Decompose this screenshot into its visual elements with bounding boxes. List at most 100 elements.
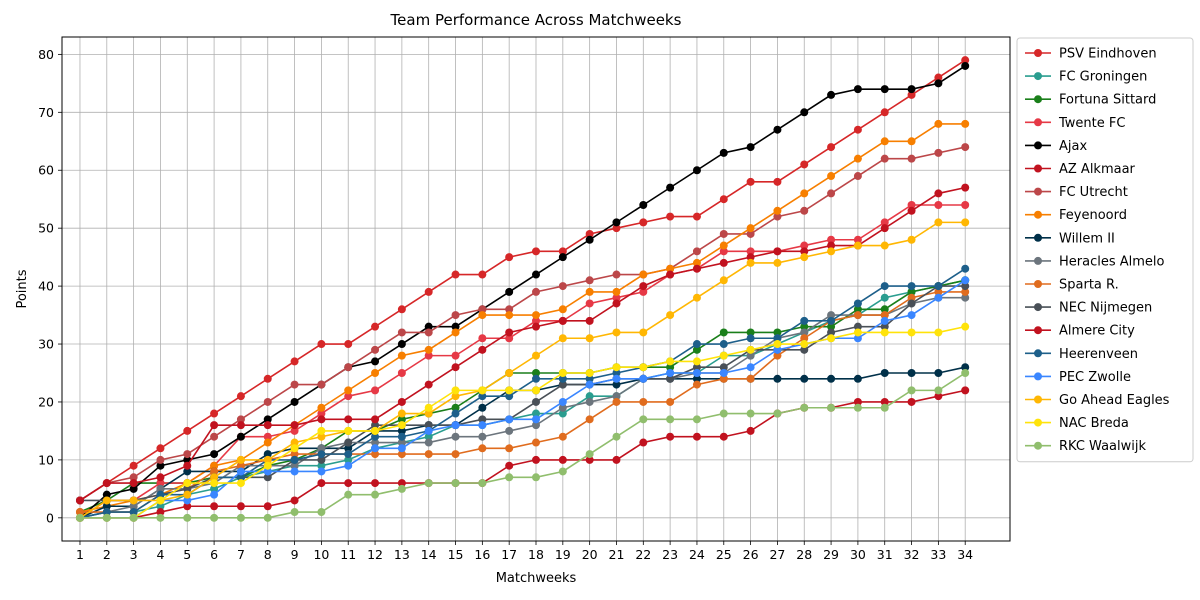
x-tick-label: 20 xyxy=(582,547,598,562)
data-point xyxy=(236,513,245,522)
data-point xyxy=(156,455,165,464)
data-point xyxy=(853,125,862,134)
data-point xyxy=(183,490,192,499)
data-point xyxy=(451,421,460,430)
data-point xyxy=(585,380,594,389)
data-point xyxy=(371,432,380,441)
data-point xyxy=(800,160,809,169)
data-point xyxy=(451,450,460,459)
data-point xyxy=(558,369,567,377)
data-point xyxy=(505,369,514,377)
data-point xyxy=(263,450,272,459)
data-point xyxy=(827,235,836,244)
legend-item: PSV Eindhoven xyxy=(1025,47,1157,62)
data-point xyxy=(532,316,540,325)
data-point xyxy=(532,409,540,418)
x-tick-label: 24 xyxy=(689,547,705,562)
data-point xyxy=(263,473,272,482)
data-point xyxy=(210,473,219,482)
data-point xyxy=(397,432,406,441)
data-point xyxy=(907,154,916,163)
data-point xyxy=(961,264,970,273)
data-point xyxy=(505,253,514,262)
data-point xyxy=(773,125,782,134)
data-point xyxy=(397,479,406,488)
data-point xyxy=(666,397,675,406)
series-line xyxy=(79,268,966,519)
data-point xyxy=(424,432,433,441)
data-point xyxy=(612,293,621,302)
data-point xyxy=(666,369,675,377)
data-point xyxy=(532,374,540,383)
data-point xyxy=(236,421,245,430)
data-point xyxy=(210,467,219,476)
x-tick-label: 25 xyxy=(716,547,732,562)
data-point xyxy=(478,421,487,430)
x-tick-label: 14 xyxy=(421,547,437,562)
data-point xyxy=(371,479,380,488)
data-point xyxy=(880,218,889,227)
data-point xyxy=(183,513,192,522)
data-point xyxy=(397,484,406,493)
data-point xyxy=(907,137,916,146)
x-tick-label: 19 xyxy=(555,547,571,562)
legend-marker xyxy=(1034,72,1042,81)
data-point xyxy=(371,490,380,499)
data-point xyxy=(532,247,540,256)
data-point xyxy=(397,415,406,424)
x-tick-label: 2 xyxy=(103,547,111,562)
data-point xyxy=(880,322,889,331)
data-point xyxy=(532,351,540,360)
data-point xyxy=(612,397,621,406)
x-tick-label: 11 xyxy=(340,547,356,562)
data-point xyxy=(719,328,728,337)
data-point xyxy=(210,461,219,470)
data-point xyxy=(880,397,889,406)
data-point xyxy=(907,206,916,215)
legend-item: Ajax xyxy=(1025,139,1087,154)
data-point xyxy=(505,473,514,482)
data-point xyxy=(585,299,594,308)
data-point xyxy=(746,426,755,435)
data-point xyxy=(666,363,675,372)
series-line xyxy=(79,146,966,502)
data-point xyxy=(210,479,219,488)
data-point xyxy=(424,479,433,488)
data-point xyxy=(612,392,621,401)
legend-item: Almere City xyxy=(1025,324,1135,339)
data-point xyxy=(692,380,701,389)
data-point xyxy=(880,154,889,163)
data-point xyxy=(934,79,943,88)
data-point xyxy=(827,403,836,412)
data-point xyxy=(719,340,728,349)
data-point xyxy=(612,374,621,383)
data-point xyxy=(692,369,701,377)
x-tick-label: 15 xyxy=(448,547,464,562)
legend-item: RKC Waalwijk xyxy=(1025,439,1146,454)
data-point xyxy=(505,386,514,395)
data-point xyxy=(102,479,111,488)
data-point xyxy=(424,403,433,412)
data-point xyxy=(692,363,701,372)
data-point xyxy=(505,311,514,320)
data-point xyxy=(558,334,567,343)
x-tick-label: 17 xyxy=(501,547,517,562)
series-line xyxy=(79,325,966,519)
data-point xyxy=(505,426,514,435)
data-point xyxy=(692,357,701,366)
legend-label: AZ Alkmaar xyxy=(1059,162,1136,177)
legend-label: Heerenveen xyxy=(1059,347,1138,362)
data-point xyxy=(210,432,219,441)
data-point xyxy=(290,467,299,476)
data-point xyxy=(585,450,594,459)
data-point xyxy=(827,143,836,152)
legend-marker xyxy=(1034,395,1042,404)
y-axis: 0 10 20 30 40 50 60 70 80 xyxy=(38,47,62,525)
legend-marker xyxy=(1034,372,1042,381)
data-point xyxy=(880,85,889,94)
data-point xyxy=(290,438,299,447)
data-point xyxy=(183,450,192,459)
data-point xyxy=(236,502,245,511)
x-tick-label: 1 xyxy=(76,547,84,562)
legend-label: PSV Eindhoven xyxy=(1059,47,1157,62)
